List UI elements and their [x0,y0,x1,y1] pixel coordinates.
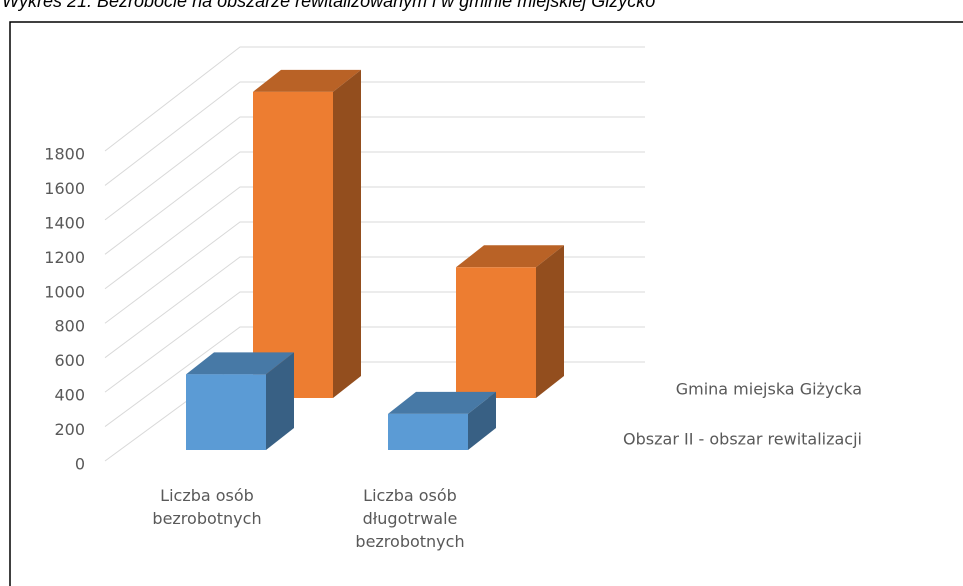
y-tick-label: 1000 [44,282,85,301]
x-tick-label: Liczba osób długotrwale bezrobotnych [355,486,465,551]
bar-side [266,352,294,450]
y-tick-label: 800 [54,317,85,336]
y-tick-label: 1800 [44,145,85,164]
legend-label: Obszar II - obszar rewitalizacji [623,430,862,449]
y-tick-label: 600 [54,351,85,370]
grid-line [104,81,645,186]
bar-top [186,352,294,375]
y-tick-label: 1200 [44,248,85,267]
chart-border [9,21,963,586]
bar-top [388,391,496,414]
grid-line [104,221,645,324]
bar-top [456,245,564,268]
grid-line [104,46,645,152]
bar [388,413,468,450]
y-tick-label: 1600 [44,179,85,198]
bar [253,91,333,398]
y-tick-label: 400 [54,386,85,405]
y-tick-label: 0 [75,455,85,474]
bar [186,374,266,450]
grid-line [104,116,645,221]
y-tick-label: 1400 [44,213,85,232]
bar-side [536,245,564,398]
x-tick-label: Liczba osób bezrobotnych [152,486,262,528]
y-tick-label: 200 [54,420,85,439]
bar-side [333,69,361,398]
bar [456,267,536,398]
bar-top [253,69,361,92]
bar-side [468,391,496,450]
grid-line [104,186,645,290]
chart-title: Wykres 21. Bezrobocie na obszarze rewita… [2,0,656,11]
grid-line [104,151,645,255]
legend-label: Gmina miejska Giżycka [676,380,862,399]
